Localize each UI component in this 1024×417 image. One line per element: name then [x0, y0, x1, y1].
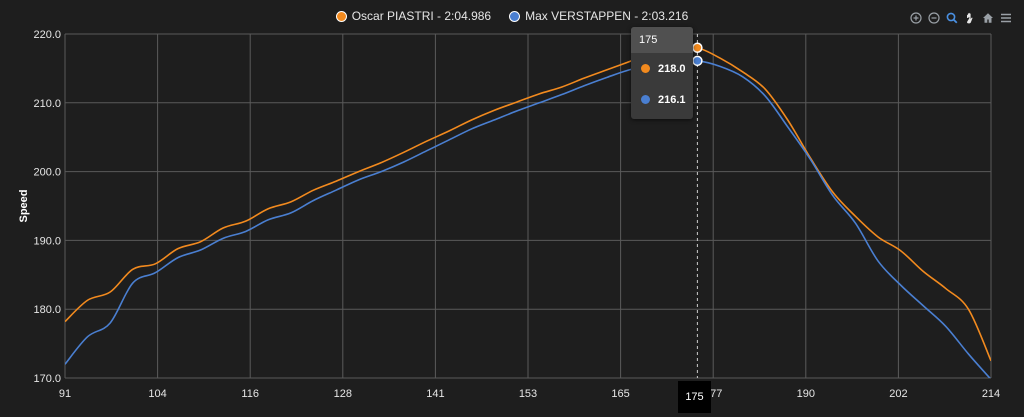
tooltip-value-piastri: 218.0 [658, 62, 686, 75]
legend-label-verstappen: Max VERSTAPPEN - 2:03.216 [525, 9, 689, 23]
y-axis-label: Speed [18, 189, 30, 222]
chart-legend: Oscar PIASTRI - 2:04.986 Max VERSTAPPEN … [0, 6, 1024, 26]
chart-tooltip: 175 218.0 216.1 [631, 27, 693, 119]
zoom-in-icon[interactable] [909, 11, 922, 24]
x-tick-label: 141 [426, 388, 444, 400]
x-tick-label: 104 [148, 388, 166, 400]
pan-hand-icon[interactable] [963, 11, 976, 24]
x-tick-label: 190 [797, 388, 815, 400]
x-tick-label: 91 [59, 388, 71, 400]
legend-marker-piastri [335, 10, 347, 22]
legend-item-verstappen[interactable]: Max VERSTAPPEN - 2:03.216 [509, 9, 688, 23]
y-tick-label: 210.0 [33, 98, 61, 110]
x-tick-label: 214 [982, 388, 1000, 400]
menu-icon[interactable] [999, 11, 1012, 24]
zoom-select-icon[interactable] [945, 11, 958, 24]
legend-label-piastri: Oscar PIASTRI - 2:04.986 [351, 9, 492, 23]
tooltip-marker-verstappen [641, 95, 650, 104]
hover-marker-piastri [692, 42, 703, 54]
home-icon[interactable] [981, 11, 994, 24]
x-tick-label: 116 [241, 388, 259, 400]
crosshair-x-label: 175 [678, 381, 711, 413]
tooltip-marker-piastri [641, 64, 650, 73]
chart-toolbar [909, 11, 1012, 24]
zoom-out-icon[interactable] [927, 11, 940, 24]
legend-item-piastri[interactable]: Oscar PIASTRI - 2:04.986 [335, 9, 492, 23]
x-tick-label: 202 [889, 388, 907, 400]
tooltip-value-verstappen: 216.1 [658, 93, 686, 106]
y-tick-label: 200.0 [33, 167, 61, 179]
legend-marker-verstappen [509, 10, 521, 22]
tooltip-row-piastri: 218.0 [631, 53, 693, 84]
tooltip-row-verstappen: 216.1 [631, 84, 693, 115]
y-tick-label: 190.0 [33, 235, 61, 247]
y-tick-label: 220.0 [33, 29, 61, 41]
hover-marker-verstappen [692, 55, 703, 67]
x-tick-label: 165 [611, 388, 629, 400]
series-line-verstappen [65, 59, 991, 378]
y-tick-label: 180.0 [33, 304, 61, 316]
tooltip-title: 175 [631, 27, 693, 53]
x-tick-label: 153 [519, 388, 537, 400]
y-tick-label: 170.0 [33, 373, 61, 385]
series-line-piastri [65, 45, 991, 362]
x-tick-label: 128 [334, 388, 352, 400]
